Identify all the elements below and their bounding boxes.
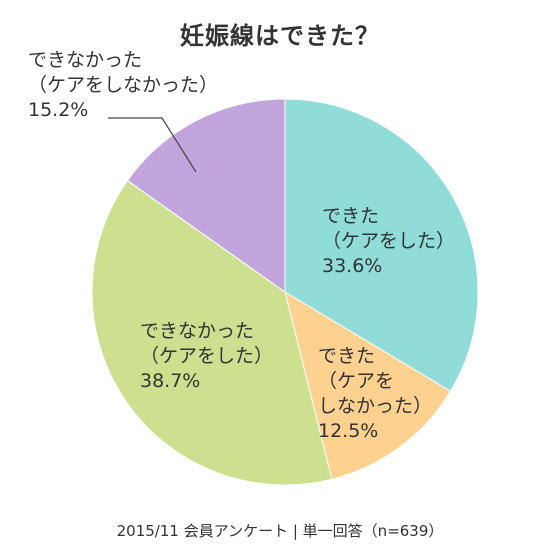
slice-label-line: できなかった [28,49,142,71]
pie-slice-2 [284,290,452,480]
slice-label-4: できなかった （ケアをしなかった） 15.2% [28,49,218,121]
pie-slice-1 [284,98,479,392]
pie-slice-3 [91,179,333,486]
slice-percent: 33.6% [322,255,382,277]
slice-label-line: できた [318,345,375,367]
slice-label-2: できた （ケアをしなかった） 12.5% [318,345,432,442]
leader-line-4 [108,117,197,173]
slice-label-line: （ケアをした） [322,230,455,252]
chart-title: 妊娠線はできた？ [180,22,380,50]
survey-note: 2015/11 会員アンケート | 単一回答（n=639） [116,522,444,540]
slice-percent: 15.2% [28,99,88,121]
slice-label-1: できた （ケアをした） 33.6% [322,205,455,277]
slice-labels: できた（ケアをした） 33.6%できた（ケアをしなかった） 12.5%できなかった（… [28,49,455,442]
slice-label-line: （ケアをしなかった） [28,74,218,96]
slice-percent: 38.7% [140,370,200,392]
pie-slices [91,98,479,486]
slice-label-line: できなかった [140,320,254,342]
slice-label-line: できた [322,205,379,227]
slice-label-line: （ケアを [318,370,394,392]
leader-lines [108,117,197,173]
slice-label-line: （ケアをした） [140,345,273,367]
slice-label-3: できなかった （ケアをした） 38.7% [140,320,273,392]
pie-slice-4 [126,98,286,293]
slice-label-line: しなかった） [318,395,432,417]
slice-percent: 12.5% [318,420,378,442]
